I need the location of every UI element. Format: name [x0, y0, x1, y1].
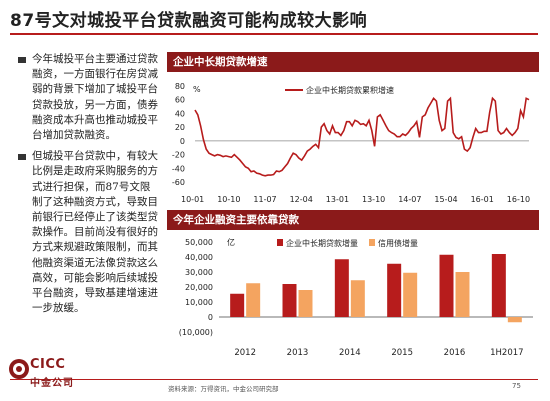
x-tick-label: 11-07	[253, 195, 276, 204]
x-tick-label: 2013	[287, 348, 309, 358]
cicc-emblem-icon	[9, 359, 29, 379]
bar	[507, 317, 522, 323]
y-tick-label: 20,000	[185, 283, 213, 292]
logo-text: CICC	[30, 357, 66, 372]
bar	[298, 290, 313, 317]
bar	[403, 272, 418, 317]
legend-swatch	[277, 239, 283, 246]
bar	[387, 263, 402, 317]
x-tick-label: 1H2017	[490, 348, 523, 358]
y-tick-label: (10,000)	[179, 328, 213, 337]
y-tick-label: 10,000	[185, 298, 213, 307]
y-tick-label: 40	[175, 109, 185, 118]
y-tick-label: 40,000	[185, 253, 213, 262]
legend-label: 企业中长期贷款增量	[286, 238, 358, 248]
y-axis-unit: 亿	[227, 237, 235, 247]
bullet-square-icon	[18, 154, 26, 161]
bullet-list: 今年城投平台主要通过贷款融资，一方面银行在房贷减弱的背景下增加了城投平台贷款投放…	[18, 52, 158, 322]
bar-chart: 亿 50,000 40,000 30,000 20,000 10,000 0 (10,000)…	[179, 237, 533, 358]
y-tick-label: 0	[208, 313, 213, 322]
bar	[246, 283, 261, 317]
bar	[350, 280, 365, 317]
y-tick-label: 60	[175, 96, 185, 105]
bar	[230, 293, 245, 317]
y-tick-label: 20	[175, 123, 185, 132]
line-chart-header: 企业中长期贷款增速	[167, 52, 539, 72]
source-note: 资料来源：万得资讯，中金公司研究部	[168, 385, 279, 393]
page-title: 87号文对城投平台贷款融资可能构成较大影响	[10, 11, 368, 31]
y-tick-label: 30,000	[185, 268, 213, 277]
bar	[455, 272, 470, 317]
y-tick-label: -60	[172, 178, 185, 187]
x-tick-label: 16-10	[507, 195, 530, 204]
bullet-item: 但城投平台贷款中，有较大比例是走政府采购服务的方式进行担保，而87号文限制了这种…	[18, 149, 158, 316]
bullet-text: 今年城投平台主要通过贷款融资，一方面银行在房贷减弱的背景下增加了城投平台贷款投放…	[32, 53, 158, 142]
bar	[491, 254, 506, 317]
cicc-logo	[8, 356, 88, 396]
bar	[334, 259, 349, 317]
legend-label: 信用债增量	[378, 238, 418, 248]
bar-chart-header: 今年企业融资主要依靠贷款	[167, 210, 539, 230]
line-chart: % 80 60 40 20 0 -20 -40 -60 10-01 10-10 11-07 12-04 1…	[172, 82, 530, 204]
y-tick-label: -40	[172, 164, 185, 173]
series-line	[194, 96, 530, 177]
y-axis-unit: %	[193, 85, 201, 94]
x-tick-label: 2016	[444, 348, 466, 358]
bullet-text: 但城投平台贷款中，有较大比例是走政府采购服务的方式进行担保，而87号文限制了这种…	[32, 150, 158, 315]
x-tick-label: 2012	[234, 348, 256, 358]
legend-swatch	[369, 239, 375, 246]
x-tick-label: 12-04	[290, 195, 313, 204]
footer-divider	[10, 379, 538, 380]
title-divider	[10, 33, 538, 35]
logo-subtext: 中金公司	[30, 378, 74, 389]
x-tick-label: 10-01	[181, 195, 204, 204]
x-tick-label: 13-01	[326, 195, 349, 204]
x-tick-label: 2015	[391, 348, 413, 358]
y-tick-label: 0	[180, 137, 185, 146]
y-tick-label: 80	[175, 82, 185, 91]
legend-label: 企业中长期贷款累积增速	[306, 85, 394, 95]
y-tick-label: -20	[172, 151, 185, 160]
x-tick-label: 13-10	[362, 195, 385, 204]
page-number: 75	[512, 382, 521, 390]
bullet-square-icon	[18, 57, 26, 63]
bullet-item: 今年城投平台主要通过贷款融资，一方面银行在房贷减弱的背景下增加了城投平台贷款投放…	[18, 52, 158, 143]
y-tick-label: 50,000	[185, 238, 213, 247]
x-tick-label: 16-01	[471, 195, 494, 204]
x-tick-label: 10-10	[217, 195, 240, 204]
bar	[282, 284, 297, 317]
bar	[439, 254, 454, 317]
x-tick-label: 14-07	[398, 195, 421, 204]
x-tick-label: 15-04	[434, 195, 457, 204]
x-tick-label: 2014	[339, 348, 361, 358]
